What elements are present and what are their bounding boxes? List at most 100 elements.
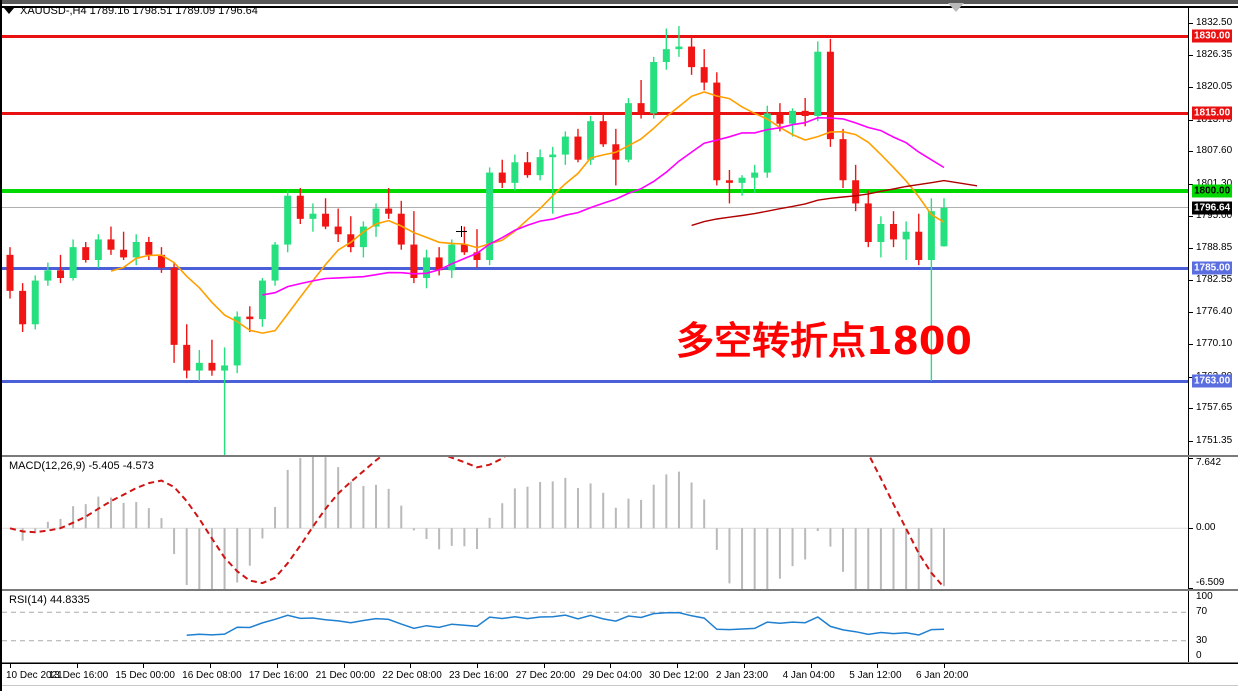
price-axis-label: 1782.55 xyxy=(1196,274,1233,286)
time-axis-label: 4 Jan 04:00 xyxy=(782,670,835,681)
price-plot-area[interactable] xyxy=(2,8,1188,455)
rsi-series xyxy=(2,611,1188,642)
time-axis-tick xyxy=(76,664,78,668)
time-axis-label: 27 Dec 20:00 xyxy=(515,670,576,681)
macd-axis-label: 7.642 xyxy=(1196,457,1222,468)
time-axis-label: 15 Dec 00:00 xyxy=(115,670,175,681)
time-axis: 10 Dec 2021 13 Dec 16:00 15 Dec 00:00 16 De… xyxy=(2,663,1238,691)
macd-plot-area[interactable] xyxy=(2,457,1188,589)
macd-axis-label: -6.509 xyxy=(1196,577,1225,588)
time-axis-tick xyxy=(343,664,345,668)
time-axis-label: 21 Dec 00:00 xyxy=(315,670,376,681)
time-axis-label: 29 Dec 04:00 xyxy=(582,670,642,681)
price-axis-tick xyxy=(1189,183,1193,185)
chart-annotation-text: 多空转折点1800 xyxy=(676,319,972,363)
time-axis-tick xyxy=(877,664,879,668)
time-axis-baseline xyxy=(2,685,1238,686)
time-axis-tick xyxy=(677,664,679,668)
price-axis-label: 1795.00 xyxy=(1196,210,1233,222)
price-level-tag-1800-00[interactable]: 1800.00 xyxy=(1192,184,1233,198)
time-axis-tick xyxy=(610,664,612,668)
time-axis-label: 22 Dec 08:00 xyxy=(382,670,442,681)
collapse-arrow-icon[interactable] xyxy=(4,8,14,14)
price-axis-tick xyxy=(1189,311,1193,313)
time-axis-tick xyxy=(810,664,812,668)
candlestick-series xyxy=(6,26,978,455)
time-axis-tick xyxy=(477,664,478,668)
price-axis-label: 1832.50 xyxy=(1196,17,1233,29)
symbol-quote-text: XAUUSD-,H4 1789.16 1798.51 1789.09 1796.… xyxy=(20,5,258,17)
time-axis-tick xyxy=(743,664,745,668)
price-axis-tick xyxy=(1189,119,1193,121)
price-level-tag-1763-00[interactable]: 1763.00 xyxy=(1192,374,1233,388)
rsi-axis-label: 100 xyxy=(1196,591,1213,602)
macd-axis: 7.642 0.00 -6.509 xyxy=(1188,457,1238,589)
price-axis-tick xyxy=(1189,55,1193,57)
chart-top-marker-icon xyxy=(948,3,964,12)
price-level-tag-1830-00[interactable]: 1830.00 xyxy=(1192,29,1233,43)
price-axis-label: 1770.10 xyxy=(1196,338,1233,350)
price-axis-tick xyxy=(1189,247,1193,249)
price-axis-label: 1776.40 xyxy=(1196,305,1233,317)
price-level-line-1796-64[interactable] xyxy=(2,206,1188,208)
rsi-pane[interactable]: RSI(14) 44.8335 100 70 30 0 xyxy=(2,590,1238,663)
crosshair-vertical xyxy=(461,226,462,237)
time-axis-tick xyxy=(276,664,278,668)
time-axis-label: 30 Dec 12:00 xyxy=(649,670,709,681)
time-axis-tick xyxy=(143,664,145,668)
rsi-axis-label: 0 xyxy=(1196,650,1202,661)
price-axis-tick xyxy=(1189,376,1193,378)
price-axis-label: 1757.65 xyxy=(1196,402,1233,414)
price-axis-tick xyxy=(1189,216,1193,218)
price-level-line-1800-00[interactable] xyxy=(2,188,1188,193)
time-axis-label: 2 Jan 23:00 xyxy=(715,670,769,681)
window-top-strip xyxy=(2,0,1238,4)
rsi-axis-label: 30 xyxy=(1196,634,1208,646)
price-axis-label: 1826.35 xyxy=(1196,49,1233,61)
time-axis-label: 16 Dec 08:00 xyxy=(182,670,242,681)
price-axis-tick xyxy=(1189,440,1193,442)
price-level-line-1830-00[interactable] xyxy=(2,35,1188,39)
price-level-line-1763-00[interactable] xyxy=(2,379,1188,383)
rsi-title: RSI(14) 44.8335 xyxy=(9,594,90,606)
price-axis-label: 1807.60 xyxy=(1196,145,1233,157)
rsi-axis: 100 70 30 0 xyxy=(1188,591,1238,662)
price-level-tag-1815-00[interactable]: 1815.00 xyxy=(1192,106,1233,120)
macd-title: MACD(12,26,9) -5.405 -4.573 xyxy=(9,460,154,472)
time-axis-tick xyxy=(410,664,412,668)
price-level-line-1815-00[interactable] xyxy=(2,112,1188,116)
macd-pane[interactable]: MACD(12,26,9) -5.405 -4.573 7.642 0.00 -6.… xyxy=(2,456,1238,590)
price-axis-label: 1801.30 xyxy=(1196,178,1232,189)
price-axis-label: 1751.35 xyxy=(1196,434,1233,446)
price-level-tag-1796-64[interactable]: 1796.64 xyxy=(1192,201,1233,215)
time-axis-label: 6 Jan 20:00 xyxy=(916,670,969,681)
macd-axis-label: 0.00 xyxy=(1196,522,1216,534)
time-axis-label: 13 Dec 16:00 xyxy=(48,670,109,681)
price-axis: 1832.501826.351820.051813.751807.601801.… xyxy=(1188,8,1238,455)
time-axis-label: 10 Dec 2021 xyxy=(6,670,63,681)
macd-axis-tick xyxy=(1189,588,1193,589)
price-axis-label: 1820.05 xyxy=(1196,81,1233,93)
price-axis-tick xyxy=(1189,87,1193,89)
time-axis-label: 5 Jan 12:00 xyxy=(849,670,902,681)
price-axis-tick xyxy=(1189,280,1193,282)
price-axis-tick xyxy=(1189,344,1193,346)
price-level-tag-1785-00[interactable]: 1785.00 xyxy=(1192,261,1233,275)
price-axis-tick xyxy=(1189,23,1193,25)
time-axis-label: 23 Dec 16:00 xyxy=(449,670,509,681)
rsi-plot-area[interactable] xyxy=(2,591,1188,662)
time-axis-tick xyxy=(543,664,545,668)
macd-series xyxy=(2,457,1188,589)
symbol-header[interactable]: XAUUSD-,H4 1789.16 1798.51 1789.09 1796.… xyxy=(4,4,258,18)
rsi-axis-label: 70 xyxy=(1196,606,1208,618)
price-axis-tick xyxy=(1189,151,1193,153)
price-pane[interactable]: 1832.501826.351820.051813.751807.601801.… xyxy=(2,6,1238,456)
time-axis-label: 17 Dec 16:00 xyxy=(248,670,309,681)
macd-axis-tick xyxy=(1189,458,1193,459)
time-axis-tick xyxy=(944,664,945,668)
price-level-line-1785-00[interactable] xyxy=(2,266,1188,270)
time-axis-tick xyxy=(10,664,11,668)
price-axis-tick xyxy=(1189,408,1193,410)
